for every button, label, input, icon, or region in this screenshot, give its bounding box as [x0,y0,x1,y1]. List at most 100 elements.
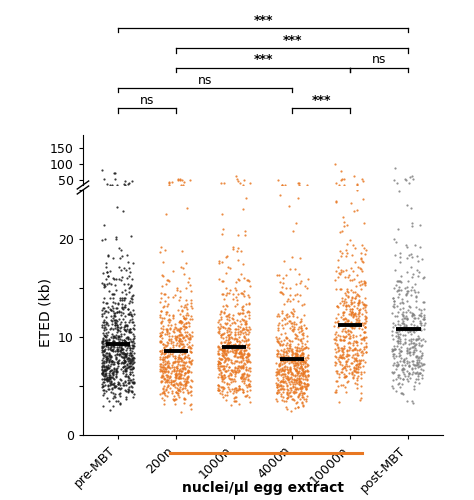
Point [218,351,226,359]
Point [228,402,235,409]
Point [292,376,300,384]
Point [394,360,402,368]
Point [399,375,407,383]
Point [238,344,246,352]
Point [104,376,112,384]
Point [237,356,245,364]
Point [102,358,109,366]
Point [157,338,164,345]
Point [226,338,234,346]
Point [339,348,347,356]
Point [122,334,129,342]
Point [288,377,295,385]
Point [274,337,282,345]
Point [124,385,132,393]
Point [409,310,417,318]
Point [290,312,297,320]
Point [246,364,254,372]
Point [286,374,294,382]
Point [157,360,165,368]
Point [99,351,107,359]
Point [157,294,164,302]
Point [356,281,364,289]
Point [403,326,411,334]
Point [242,346,250,354]
Point [410,348,418,356]
Point [231,352,238,360]
Point [228,360,236,368]
Point [185,367,192,375]
Point [226,341,233,349]
Point [175,354,183,362]
Point [164,372,172,380]
Point [179,331,186,339]
Point [173,357,181,365]
Point [397,298,404,306]
Point [117,343,124,351]
Point [394,361,401,369]
Point [303,362,311,370]
Point [349,346,356,354]
Point [183,353,191,361]
Point [170,268,177,276]
Point [108,357,115,365]
Point [164,358,171,366]
Point [394,277,401,285]
Point [285,346,293,354]
Point [278,396,286,404]
Point [238,370,246,378]
Point [104,338,111,346]
Point [113,181,120,189]
Point [285,389,293,397]
Point [286,265,294,273]
Point [159,384,167,392]
Point [180,399,188,407]
Point [279,366,287,374]
Point [163,348,170,356]
Point [362,316,369,324]
Point [102,325,109,333]
Point [178,306,186,314]
Point [222,352,230,360]
Point [175,353,183,361]
Point [109,370,117,378]
Point [111,348,119,356]
Point [163,364,171,372]
Point [347,318,355,326]
Point [343,240,351,248]
Point [394,226,401,234]
Point [122,352,129,360]
Point [218,322,225,330]
Point [98,310,106,318]
Point [174,386,182,394]
Point [174,360,182,368]
Point [293,350,301,358]
Point [173,384,181,392]
Point [355,360,363,368]
Point [100,369,107,377]
Point [227,358,235,366]
Point [232,346,239,354]
Point [399,365,407,373]
Point [188,316,195,324]
Point [299,334,307,342]
Point [100,375,108,383]
Point [401,361,409,369]
Point [409,270,417,278]
Point [236,179,244,187]
Point [226,376,234,384]
Point [111,318,118,326]
Point [156,332,164,340]
Point [301,367,309,375]
Point [98,321,105,329]
Point [235,332,243,340]
Point [124,372,131,380]
Point [337,167,345,175]
Point [244,352,252,360]
Point [353,374,361,382]
Point [283,388,291,396]
Point [177,366,184,374]
Point [215,356,222,364]
Point [98,348,106,356]
Point [124,363,131,371]
